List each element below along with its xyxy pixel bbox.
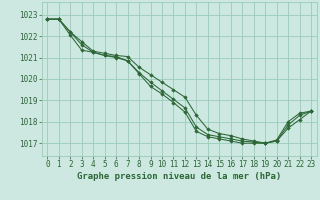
X-axis label: Graphe pression niveau de la mer (hPa): Graphe pression niveau de la mer (hPa)	[77, 172, 281, 181]
